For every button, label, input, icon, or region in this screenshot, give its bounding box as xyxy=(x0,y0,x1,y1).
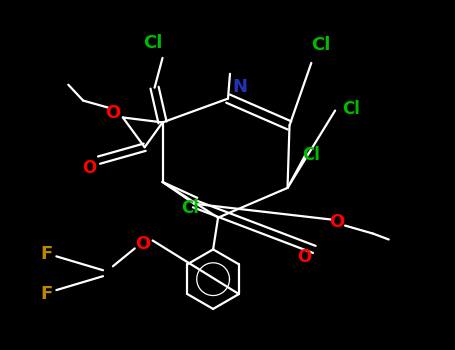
Text: O: O xyxy=(297,248,312,266)
Text: O: O xyxy=(82,159,96,177)
Text: F: F xyxy=(40,285,53,303)
Text: Cl: Cl xyxy=(342,99,360,118)
Text: O: O xyxy=(135,236,150,253)
Text: O: O xyxy=(329,213,345,231)
Text: N: N xyxy=(233,78,248,96)
Text: Cl: Cl xyxy=(143,34,162,52)
Text: F: F xyxy=(40,245,53,263)
Text: Cl: Cl xyxy=(312,36,331,54)
Text: Cl: Cl xyxy=(182,199,199,217)
Text: Cl: Cl xyxy=(303,146,320,164)
Text: O: O xyxy=(105,104,121,121)
